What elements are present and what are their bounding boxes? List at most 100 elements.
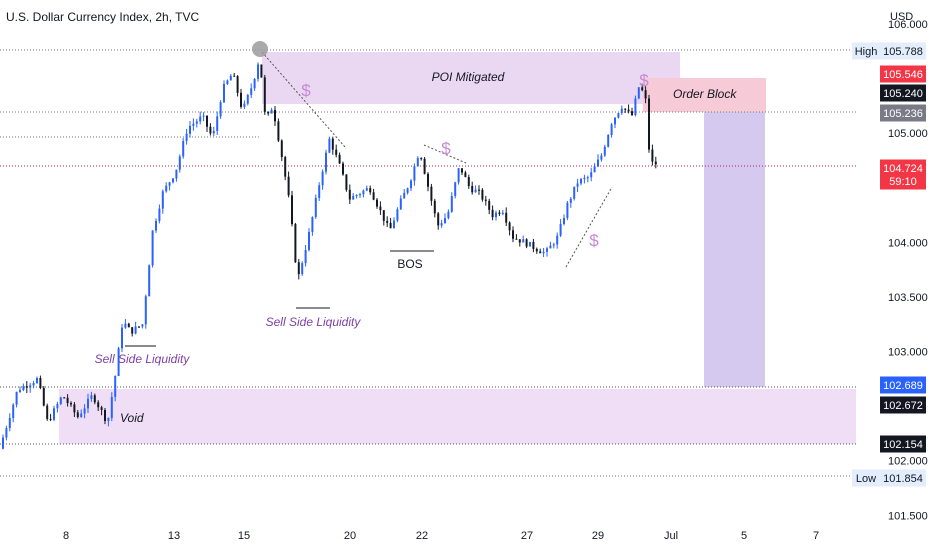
price-label-void-top: 102.672 xyxy=(880,396,926,414)
chart-title: U.S. Dollar Currency Index, 2h, TVC xyxy=(6,10,200,24)
candle xyxy=(209,123,212,136)
candle xyxy=(15,391,18,408)
candle xyxy=(29,382,32,393)
candle xyxy=(42,386,45,407)
candle xyxy=(304,244,307,267)
candle xyxy=(87,393,89,414)
high-marker[interactable] xyxy=(252,41,268,57)
price-label-value: 105.788 xyxy=(883,46,923,58)
candle xyxy=(614,117,616,129)
price-label-ob-line: 105.236 xyxy=(880,104,926,122)
price-axis-ticks: 101.500 102.000 103.000 103.500 104.000 105.0… xyxy=(888,19,928,522)
candle xyxy=(597,154,599,168)
candle xyxy=(36,376,38,384)
poi-mitigated-label: POI Mitigated xyxy=(432,70,505,84)
candle xyxy=(127,322,130,328)
time-tick-label: 27 xyxy=(521,530,533,542)
price-tick-label: 105.000 xyxy=(888,128,928,140)
candle xyxy=(610,122,613,138)
candle xyxy=(301,261,304,276)
candlestick-series xyxy=(2,62,657,450)
price-label-low: 101.854 Low xyxy=(852,469,926,487)
time-tick-label: 5 xyxy=(741,530,747,542)
candle xyxy=(535,247,538,254)
price-label-bg xyxy=(880,84,926,102)
candle xyxy=(83,404,86,419)
reference-lines xyxy=(0,49,856,477)
candle xyxy=(331,136,334,155)
candle xyxy=(624,108,627,113)
candle xyxy=(138,326,140,329)
trendline-from-high[interactable] xyxy=(261,51,346,148)
price-tick-label: 101.500 xyxy=(888,510,928,522)
candle xyxy=(423,157,426,175)
candle xyxy=(243,100,246,110)
dollar-sign-1: $ xyxy=(301,81,311,100)
price-labels: 105.788 High 105.546 105.240 105.236 104.7245… xyxy=(852,42,926,487)
candle xyxy=(46,403,49,421)
candle xyxy=(457,167,460,185)
price-tag-bg xyxy=(852,469,880,487)
trendline-rally[interactable] xyxy=(565,186,613,268)
candle xyxy=(495,210,497,221)
price-label-poi-top: 105.546 xyxy=(880,65,926,83)
candle xyxy=(32,380,35,389)
void-zone[interactable] xyxy=(59,389,856,444)
candle xyxy=(73,402,76,417)
candle xyxy=(267,111,270,116)
candle xyxy=(318,182,321,201)
candle xyxy=(593,163,596,173)
candle xyxy=(648,94,650,153)
candle xyxy=(90,391,93,402)
candle xyxy=(576,178,579,193)
price-tag-label: Low xyxy=(856,473,876,485)
bos-label: BOS xyxy=(397,257,422,271)
candle xyxy=(240,88,242,109)
order-block-zone[interactable] xyxy=(643,78,766,112)
candle xyxy=(518,239,521,247)
candle xyxy=(199,111,202,125)
candle xyxy=(365,185,368,192)
price-label-value: 105.240 xyxy=(883,88,923,100)
candle xyxy=(107,417,110,427)
candle xyxy=(66,394,69,407)
candle xyxy=(420,157,423,161)
candle xyxy=(274,105,276,126)
candle xyxy=(569,197,572,208)
sell-side-liquidity-label-1: Sell Side Liquidity xyxy=(95,352,191,366)
candle xyxy=(110,392,113,422)
candle xyxy=(382,210,385,226)
candle xyxy=(508,221,511,236)
candle xyxy=(19,386,21,393)
candle xyxy=(141,324,144,329)
candle xyxy=(131,327,134,337)
candle xyxy=(124,318,127,329)
candle xyxy=(253,77,256,91)
candle xyxy=(229,74,232,81)
currency-label: USD xyxy=(890,11,913,23)
candle xyxy=(250,83,253,99)
candle xyxy=(100,405,103,416)
price-label-bg xyxy=(880,435,926,453)
price-label-value: 105.546 xyxy=(883,69,923,81)
candle xyxy=(559,219,562,237)
candle xyxy=(226,79,229,86)
candle xyxy=(563,214,565,226)
candle xyxy=(413,163,416,186)
candle xyxy=(444,213,446,224)
candle xyxy=(491,205,494,221)
candle xyxy=(2,434,4,450)
candle xyxy=(270,107,273,114)
price-axis[interactable]: USD xyxy=(890,11,913,23)
candle xyxy=(430,183,433,206)
time-tick-label: 29 xyxy=(592,530,604,542)
poi-mitigated-zone[interactable] xyxy=(262,52,680,104)
price-tick-label: 104.000 xyxy=(888,237,928,249)
candle xyxy=(637,86,640,100)
time-axis[interactable]: 8 13 15 20 22 27 29 Jul 5 7 xyxy=(63,530,819,542)
candle xyxy=(189,120,191,138)
price-label-bg xyxy=(880,159,926,190)
candle xyxy=(280,139,283,162)
projection-target-zone[interactable] xyxy=(704,112,765,387)
